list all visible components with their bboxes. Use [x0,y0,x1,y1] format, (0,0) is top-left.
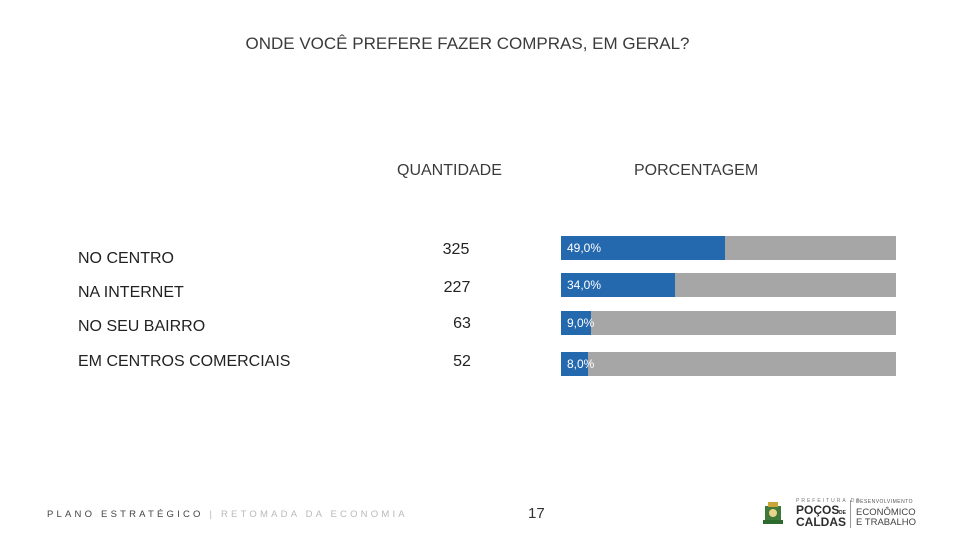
column-header-percentage: PORCENTAGEM [634,162,759,179]
percentage-bar-track: 9,0% [561,311,896,335]
footer-separator: | [209,509,216,520]
logo-prefeitura: PREFEITURA DE [796,498,862,504]
quantity-value: 325 [442,241,470,258]
chart-title: ONDE VOCÊ PREFERE FAZER COMPRAS, EM GERA… [245,34,690,53]
page-number: 17 [528,505,545,522]
category-label: NO SEU BAIRRO [78,318,206,335]
footer-subtitle: RETOMADA DA ECONOMIA [221,509,408,520]
footer-plan: PLANO ESTRATÉGICO [47,509,204,520]
percentage-data-label: 34,0% [567,278,602,292]
logo-divider [850,500,851,528]
percentage-data-label: 49,0% [567,241,602,255]
category-label: EM CENTROS COMERCIAIS [78,353,291,370]
quantity-value: 227 [443,279,471,296]
percentage-data-label: 8,0% [567,357,595,371]
percentage-bar-track: 49,0% [561,236,896,260]
city-logo: PREFEITURA DE POÇOS DE CALDAS DESENVOLVI… [760,496,930,532]
logo-dept-line3: E TRABALHO [856,517,917,528]
logo-city-line1: POÇOS [796,503,840,517]
percentage-data-label: 9,0% [567,316,595,330]
category-label: NA INTERNET [78,284,184,301]
logo-dept-line1: DESENVOLVIMENTO [856,499,914,505]
quantity-value: 63 [453,315,471,332]
percentage-bar [561,352,588,376]
logo-city-line2: CALDAS [796,515,846,529]
coat-of-arms-icon [763,502,783,524]
category-label: NO CENTRO [78,250,174,267]
column-header-quantity: QUANTIDADE [397,162,502,179]
percentage-bar-track: 8,0% [561,352,896,376]
logo-city-de: DE [839,510,846,516]
percentage-bar [561,273,675,297]
logo-dept-line2: ECONÔMICO [856,507,916,518]
footer-plan-label: PLANO ESTRATÉGICO | RETOMADA DA ECONOMIA [47,509,408,520]
quantity-value: 52 [453,353,471,370]
percentage-bar [561,311,591,335]
percentage-bar-track: 34,0% [561,273,896,297]
percentage-bar [561,236,725,260]
